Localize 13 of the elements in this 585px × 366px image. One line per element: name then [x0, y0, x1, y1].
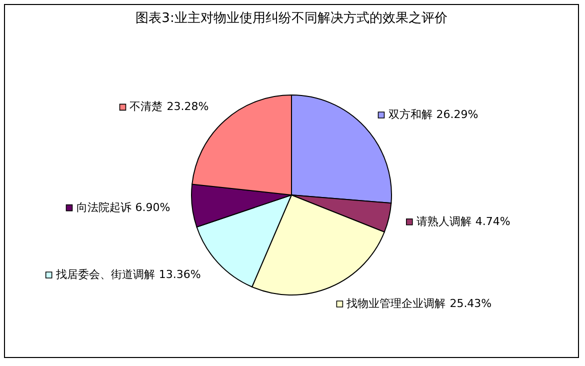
- legend-label: 找居委会、街道调解: [54, 268, 155, 282]
- chart-title: 图表3:业主对物业使用纠纷不同解决方式的效果之评价: [136, 10, 448, 26]
- data-label: 4.74%: [475, 214, 510, 228]
- legend-label: 向法院起诉: [76, 200, 132, 214]
- legend-label: 双方和解: [388, 108, 432, 122]
- data-label: 26.29%: [436, 108, 478, 122]
- data-label: 25.43%: [450, 297, 492, 310]
- legend-label: 请熟人调解: [416, 214, 472, 228]
- data-label: 23.28%: [166, 100, 209, 114]
- legend-label: 找物业管理企业调解: [346, 297, 446, 310]
- legend-label: 不清楚: [130, 100, 163, 114]
- data-label: 13.36%: [158, 268, 201, 282]
- data-label: 6.90%: [135, 200, 170, 214]
